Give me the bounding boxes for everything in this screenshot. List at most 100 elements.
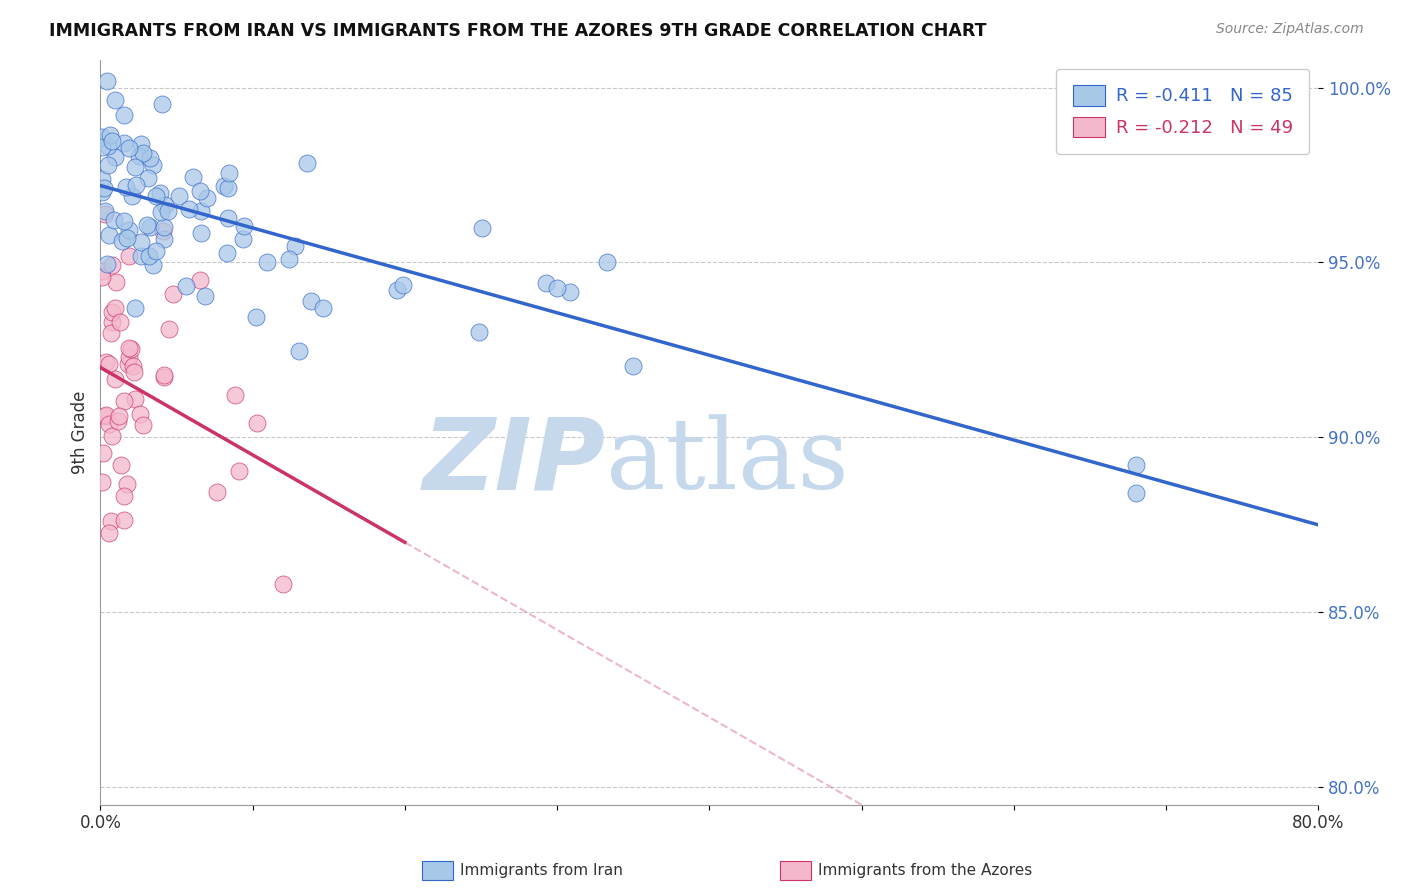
Point [299,294,322,309]
Point [150,97,173,112]
Point [190,184,212,198]
Text: Immigrants from the Azores: Immigrants from the Azores [818,863,1032,878]
Point [112,214,135,228]
Point [153,368,176,383]
Point [100,326,122,341]
Point [110,458,132,473]
Point [104,372,127,386]
Point [90,270,112,285]
Point [118,223,141,237]
Point [212,179,235,194]
Point [124,301,146,315]
Point [100,305,122,319]
Point [104,150,127,164]
Point [228,464,250,478]
Point [97,139,120,153]
Point [155,198,177,212]
Point [558,285,581,299]
Point [181,169,204,184]
Point [387,283,409,297]
Point [546,281,568,295]
Point [312,301,335,315]
Point [149,204,172,219]
Point [207,484,229,499]
Point [112,513,135,527]
Point [139,151,162,165]
Point [91,445,114,459]
Point [125,178,148,192]
Point [90,475,112,490]
Point [118,341,141,355]
Point [1125,486,1147,500]
Point [278,252,301,266]
Point [156,204,179,219]
Point [98,525,121,540]
Point [94,409,117,423]
Point [103,212,125,227]
Point [142,158,165,172]
Point [152,369,174,384]
Point [90,129,112,144]
Point [152,224,174,238]
Point [121,188,143,202]
Point [111,234,134,248]
Point [97,417,120,431]
Point [217,246,239,260]
Point [101,315,124,329]
Point [195,191,218,205]
Point [179,202,201,216]
Point [271,577,294,591]
Point [194,288,217,302]
Point [188,272,211,286]
Text: IMMIGRANTS FROM IRAN VS IMMIGRANTS FROM THE AZORES 9TH GRADE CORRELATION CHART: IMMIGRANTS FROM IRAN VS IMMIGRANTS FROM … [49,22,987,40]
Point [100,134,122,148]
Point [114,394,136,409]
Point [90,140,112,154]
Point [256,254,278,268]
Point [129,137,152,152]
Point [138,170,160,185]
Point [115,180,138,194]
Point [122,365,145,379]
Point [157,322,180,336]
Point [117,357,139,371]
Point [90,185,112,199]
Point [90,263,112,277]
Point [392,277,415,292]
Point [190,226,212,240]
Point [112,107,135,121]
Point [98,227,121,242]
Point [233,219,256,234]
Point [120,342,142,356]
Text: atlas: atlas [606,414,849,510]
Text: Immigrants from Iran: Immigrants from Iran [460,863,623,878]
Point [139,219,162,234]
Point [128,149,150,163]
Y-axis label: 9th Grade: 9th Grade [72,391,89,474]
Point [97,158,120,172]
Point [108,315,131,329]
Point [118,250,141,264]
Point [101,429,124,443]
Point [94,207,117,221]
Point [142,259,165,273]
Point [124,160,146,174]
Point [468,325,491,339]
Point [93,181,115,195]
Point [98,357,121,371]
Point [91,171,114,186]
Point [471,220,494,235]
Point [100,259,122,273]
Point [104,276,127,290]
Point [287,344,309,359]
Point [93,204,115,219]
Point [245,310,267,325]
Point [112,490,135,504]
Point [596,255,619,269]
Point [94,408,117,422]
Point [96,74,118,88]
Point [174,279,197,293]
Point [96,257,118,271]
Point [152,232,174,246]
Point [284,239,307,253]
